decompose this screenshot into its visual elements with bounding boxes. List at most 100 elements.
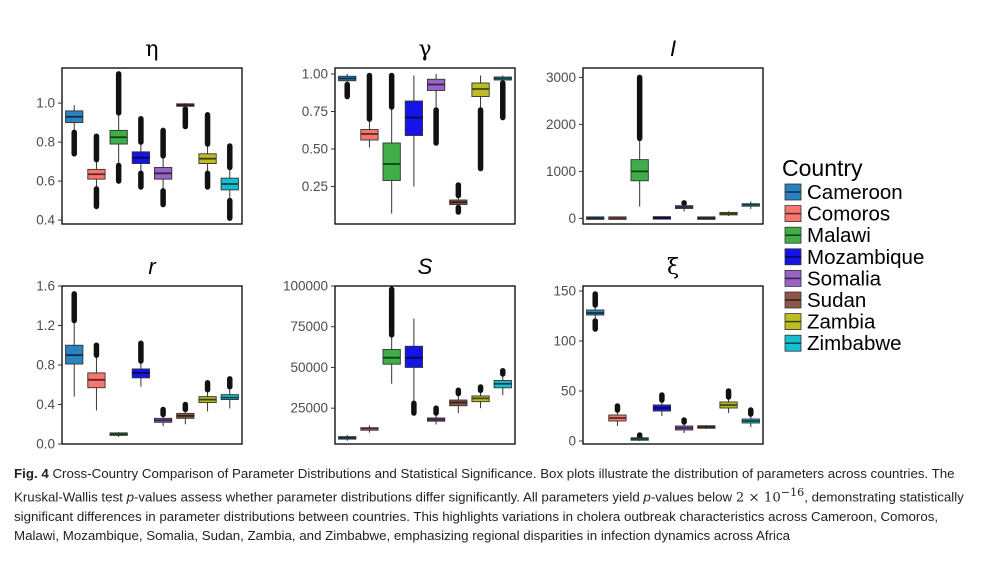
legend-item-sudan: Sudan <box>784 289 866 312</box>
box-mozambique <box>404 75 424 187</box>
box-cameroon <box>65 105 84 157</box>
caption-text-4: , demonstrating statistically significan… <box>14 489 964 544</box>
legend: CountryCameroonComorosMalawiMozambiqueSo… <box>782 155 924 355</box>
panel-1: γ 0.25 0.50 0.75 1.00 <box>302 37 516 225</box>
caption-p-italic-1: p <box>126 489 134 505</box>
box-zimbabwe <box>741 201 760 209</box>
y-tick-label: 0.4 <box>36 397 55 412</box>
panel-4: S 25000 50000 75000 100000 <box>283 254 516 445</box>
box-zambia <box>471 384 490 409</box>
box-somalia <box>426 74 446 146</box>
box-malawi <box>109 432 128 438</box>
box-malawi <box>382 286 401 384</box>
y-tick-label: 0.0 <box>36 437 55 452</box>
y-tick-label: 1.2 <box>36 318 55 333</box>
y-tick-label: 0.4 <box>36 213 55 228</box>
y-tick-label: 3000 <box>546 70 576 85</box>
caption-text-1: Cross-Country Comparison of Parameter Di… <box>14 466 955 505</box>
panel-0: η 0.4 0.6 0.8 1.0 <box>36 37 243 228</box>
y-tick-label: 1.6 <box>36 279 55 294</box>
legend-item-mozambique: Mozambique <box>784 246 924 269</box>
box-somalia <box>674 417 694 433</box>
box-mozambique <box>404 318 424 416</box>
panel-title: S <box>418 254 433 279</box>
box-zambia <box>198 112 217 190</box>
box-sudan <box>449 387 468 414</box>
panel-title: r <box>148 254 157 279</box>
box-cameroon <box>338 74 357 100</box>
figure-caption: Fig. 4 Cross-Country Comparison of Param… <box>14 464 984 545</box>
box-comoros <box>360 72 379 148</box>
y-tick-label: 1.0 <box>36 96 55 111</box>
box-sudan <box>697 216 716 220</box>
panel-3: r 0.0 0.4 0.8 1.2 1.6 <box>36 254 243 452</box>
caption-p-italic-2: p <box>643 489 651 505</box>
box-cameroon <box>586 216 605 220</box>
box-comoros <box>87 133 106 210</box>
legend-label: Zambia <box>807 311 876 334</box>
panel-2: I 0 1000 2000 3000 <box>546 36 764 226</box>
caption-exponent: −16 <box>780 486 805 499</box>
y-tick-label: 0.6 <box>36 174 55 189</box>
box-somalia <box>153 406 173 427</box>
box-iqr <box>630 159 649 182</box>
box-zambia <box>198 380 217 412</box>
panel-5: ξ 0 50 100 150 <box>553 255 764 449</box>
box-comoros <box>608 216 627 220</box>
y-tick-label: 0.50 <box>302 142 328 157</box>
y-tick-label: 0.75 <box>302 104 328 119</box>
box-mozambique <box>652 216 672 220</box>
panel-frame <box>61 285 243 445</box>
y-tick-label: 25000 <box>290 401 328 416</box>
box-zambia <box>719 211 738 217</box>
y-tick-label: 1.00 <box>302 67 328 82</box>
y-tick-label: 0 <box>568 434 576 449</box>
box-somalia <box>153 127 173 208</box>
box-comoros <box>87 342 106 411</box>
box-cameroon <box>338 435 357 441</box>
box-zimbabwe <box>741 407 760 427</box>
legend-item-somalia: Somalia <box>784 267 882 290</box>
y-tick-label: 0.8 <box>36 358 55 373</box>
box-iqr <box>382 142 401 181</box>
panel-title: I <box>670 36 676 61</box>
box-cameroon <box>586 291 605 332</box>
boxplot-figure: η0.40.60.81.0γ0.250.500.751.00I010002000… <box>36 36 924 452</box>
box-comoros <box>360 425 379 433</box>
legend-label: Comoros <box>807 203 890 226</box>
panel-title: γ <box>418 37 431 62</box>
box-cameroon <box>65 291 84 397</box>
y-tick-label: 50000 <box>290 360 328 375</box>
box-somalia <box>426 405 446 425</box>
box-zimbabwe <box>220 143 239 221</box>
caption-text-3: -values below <box>650 489 736 505</box>
y-tick-label: 0.8 <box>36 135 55 150</box>
box-zambia <box>719 388 738 413</box>
legend-title: Country <box>782 155 863 181</box>
box-zambia <box>471 75 490 172</box>
y-tick-label: 150 <box>553 284 576 299</box>
y-tick-label: 75000 <box>290 319 328 334</box>
box-sudan <box>176 401 195 425</box>
panel-frame <box>334 285 516 445</box>
box-comoros <box>608 403 627 426</box>
legend-label: Cameroon <box>807 181 903 204</box>
box-zimbabwe <box>493 367 512 396</box>
box-malawi <box>382 72 401 214</box>
legend-label: Zimbabwe <box>807 332 902 355</box>
y-tick-label: 0.25 <box>302 179 328 194</box>
y-tick-label: 1000 <box>546 164 576 179</box>
caption-text-2: -values assess whether parameter distrib… <box>133 489 644 505</box>
legend-label: Mozambique <box>807 246 924 269</box>
y-tick-label: 50 <box>561 384 576 399</box>
box-malawi <box>109 71 128 184</box>
caption-threshold: 2 × 10 <box>735 490 781 506</box>
y-tick-label: 2000 <box>546 117 576 132</box>
box-zimbabwe <box>493 75 512 121</box>
legend-item-zambia: Zambia <box>784 311 876 334</box>
legend-item-malawi: Malawi <box>784 224 871 247</box>
box-malawi <box>630 74 649 207</box>
y-tick-label: 100000 <box>283 279 328 294</box>
box-mozambique <box>652 392 672 416</box>
panel-frame <box>582 67 764 225</box>
